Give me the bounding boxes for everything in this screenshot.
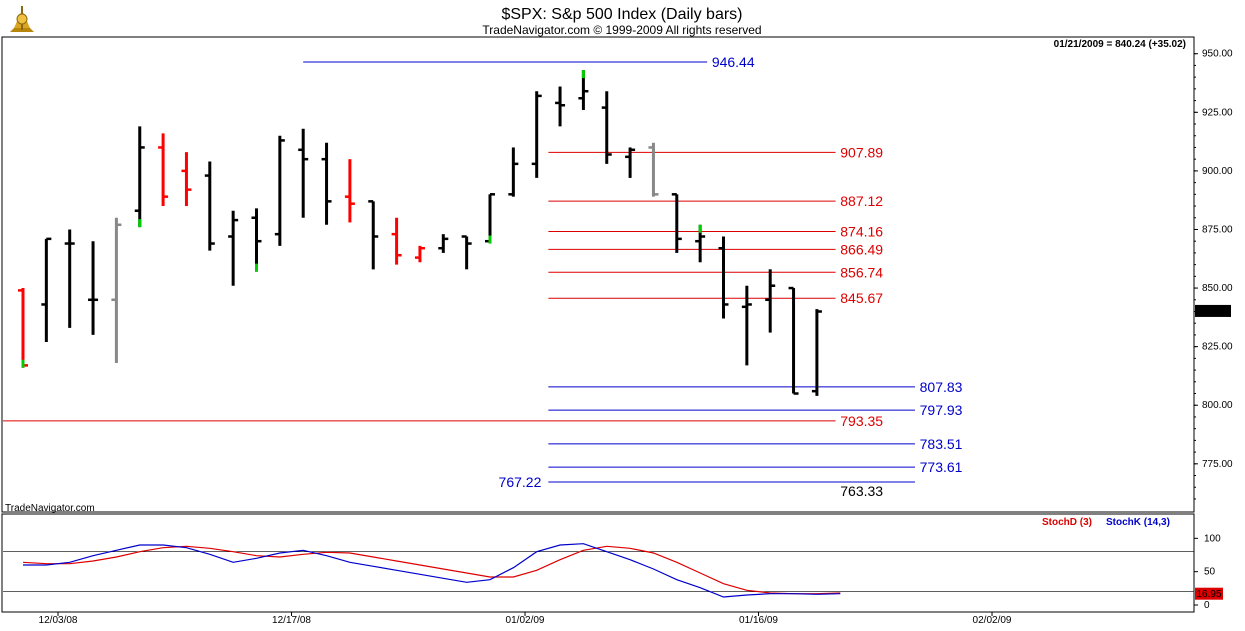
level-label: 773.61 xyxy=(920,459,963,475)
x-tick-label: 12/17/08 xyxy=(272,615,311,626)
level-label: 793.35 xyxy=(840,413,883,429)
level-lines: 946.44 907.89 887.12 874.16 866.49 856.74 845.… xyxy=(3,54,963,499)
ohlc-bar xyxy=(64,229,75,328)
x-axis: 12/03/08 12/17/08 01/02/09 01/16/09 02/02/09 xyxy=(39,612,1012,626)
ohlc-bar xyxy=(368,200,379,270)
ohlc-bar xyxy=(648,142,659,197)
level-label: 807.83 xyxy=(920,379,963,395)
price-y-axis: 775.00 800.00 825.00 850.00 875.00 900.00 925.… xyxy=(1194,49,1233,500)
ohlc-bar xyxy=(461,235,472,270)
ohlc-bar xyxy=(671,193,682,253)
ohlc-bar xyxy=(134,126,145,228)
watermark: TradeNavigator.com xyxy=(5,503,95,514)
ohlc-bar xyxy=(228,210,239,286)
ohlc-bar xyxy=(508,147,519,197)
y-tick-label: 950.00 xyxy=(1202,49,1233,60)
stoch-legend-d: StochD (3) xyxy=(1042,517,1092,528)
ohlc-bar xyxy=(204,161,215,251)
y-tick-label: 775.00 xyxy=(1202,459,1233,470)
chart-subtitle: TradeNavigator.com © 1999-2009 All right… xyxy=(482,23,761,37)
level-label: 866.49 xyxy=(840,241,883,257)
stoch-panel-frame xyxy=(1,513,1195,613)
stoch-series-line xyxy=(22,545,841,595)
info-text: 01/21/2009 = 840.24 (+35.02) xyxy=(1054,39,1186,50)
stoch-series-line xyxy=(23,543,841,598)
price-bars xyxy=(18,70,822,396)
x-tick-label: 01/16/09 xyxy=(739,615,778,626)
ohlc-bar xyxy=(274,135,285,246)
ohlc-bar xyxy=(414,245,425,263)
level-label: 874.16 xyxy=(840,223,883,239)
ohlc-bar xyxy=(555,86,566,127)
price-panel-frame xyxy=(1,36,1195,513)
level-label: 783.51 xyxy=(920,436,963,452)
y-tick-label: 800.00 xyxy=(1202,400,1233,411)
y-tick-label: 900.00 xyxy=(1202,166,1233,177)
x-tick-label: 12/03/08 xyxy=(39,615,78,626)
last-price-marker: 840.24 xyxy=(1195,304,1231,317)
ohlc-bar xyxy=(344,159,355,223)
level-label: 887.12 xyxy=(840,193,883,209)
level-label: 845.67 xyxy=(840,290,883,306)
x-tick-label: 02/02/09 xyxy=(973,615,1012,626)
stoch-last-box xyxy=(1195,587,1223,600)
stoch-y-tick-label: 50 xyxy=(1204,567,1216,578)
stoch-last-label: 16.95 xyxy=(1196,589,1221,600)
ohlc-bar xyxy=(601,91,612,164)
ohlc-bar xyxy=(41,237,52,342)
level-label: 946.44 xyxy=(712,54,755,70)
stoch-y-tick-label: 0 xyxy=(1204,600,1210,611)
stoch-lines: 16.95 xyxy=(22,543,1223,600)
ohlc-bar xyxy=(298,128,309,218)
trade-navigator-logo xyxy=(10,6,34,32)
level-label: 907.89 xyxy=(840,144,883,160)
ohlc-bar xyxy=(765,269,776,333)
level-label: 856.74 xyxy=(840,264,883,280)
ohlc-bar xyxy=(741,285,752,366)
ohlc-bar xyxy=(531,91,542,178)
ohlc-bar xyxy=(718,236,729,319)
level-label: 797.93 xyxy=(920,402,963,418)
stoch-y-tick-label: 100 xyxy=(1204,533,1221,544)
ohlc-bar xyxy=(181,152,192,207)
ohlc-bar xyxy=(88,241,99,335)
y-tick-label: 925.00 xyxy=(1202,107,1233,118)
stoch-legend-k: StochK (14,3) xyxy=(1106,517,1170,528)
ohlc-bar xyxy=(111,217,122,364)
last-price-box xyxy=(1195,304,1231,317)
ohlc-bar xyxy=(811,309,822,396)
ohlc-bar xyxy=(321,142,332,225)
y-tick-label: 875.00 xyxy=(1202,224,1233,235)
y-tick-label: 850.00 xyxy=(1202,283,1233,294)
level-label: 763.33 xyxy=(840,483,883,499)
x-tick-label: 01/02/09 xyxy=(506,615,545,626)
last-price-label: 840.24 xyxy=(1198,306,1229,317)
chart-title: $SPX: S&p 500 Index (Daily bars) xyxy=(501,6,742,23)
ohlc-bar xyxy=(788,286,799,395)
ohlc-bar xyxy=(438,234,449,253)
y-tick-label: 825.00 xyxy=(1202,342,1233,353)
ohlc-bar xyxy=(158,133,169,207)
ohlc-bar xyxy=(251,208,262,272)
ohlc-bar xyxy=(625,147,636,178)
ohlc-bar xyxy=(391,217,402,265)
level-label: 767.22 xyxy=(499,474,542,490)
